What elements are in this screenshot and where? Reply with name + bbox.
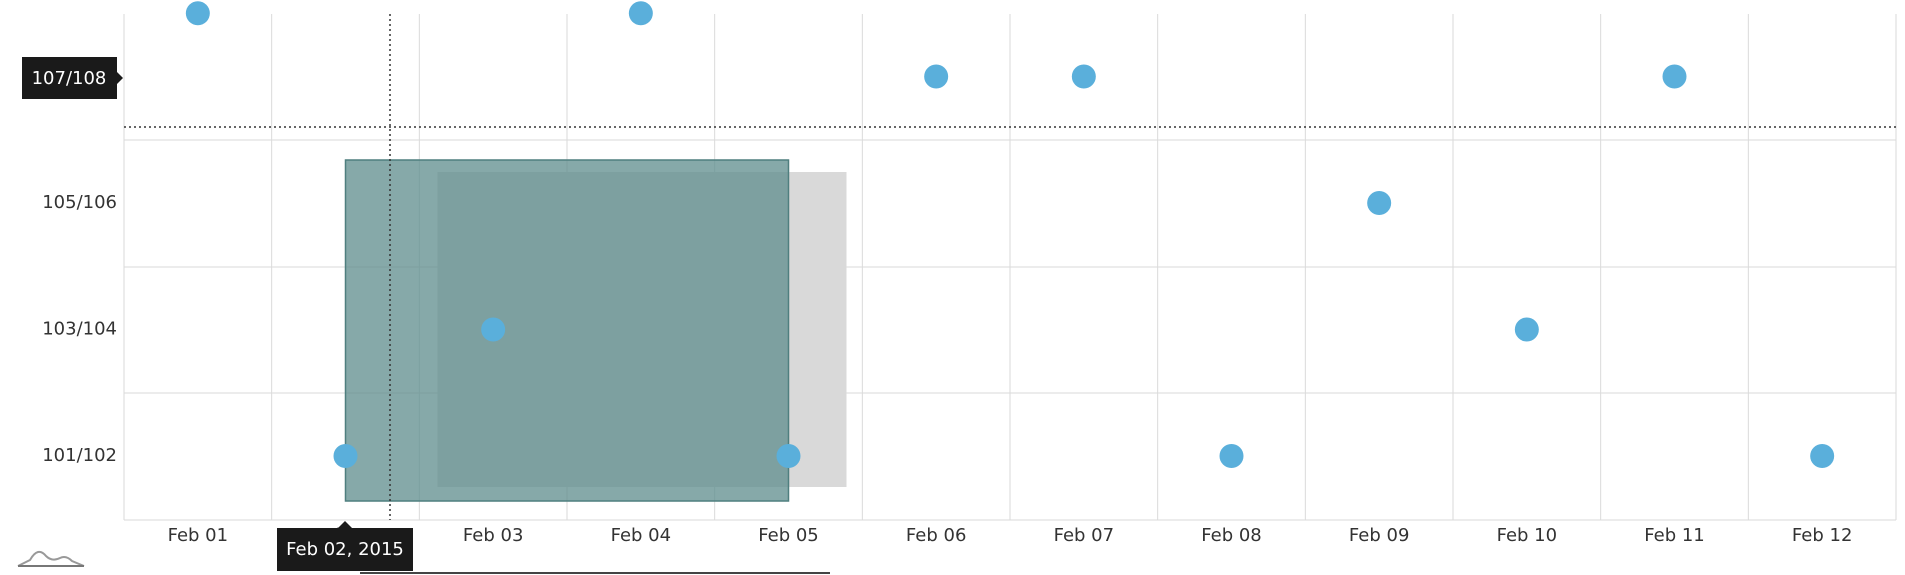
x-tick-label: Feb 01: [168, 525, 229, 546]
cursor-y-tooltip: 107/108: [22, 57, 123, 99]
zoom-selection[interactable]: [344, 159, 847, 502]
x-tick-label: Feb 10: [1497, 525, 1558, 546]
scrollbar[interactable]: [17, 550, 830, 574]
data-point[interactable]: [924, 64, 949, 89]
data-point[interactable]: [1810, 444, 1835, 468]
y-axis: 101/102 103/104 105/106: [42, 192, 117, 466]
cursor-x-tooltip: Feb 02, 2015: [277, 521, 413, 571]
data-point[interactable]: [1219, 444, 1244, 468]
x-tick-label: Feb 08: [1201, 525, 1262, 546]
x-tick-label: Feb 04: [611, 525, 672, 546]
x-tick-label: Feb 03: [463, 525, 524, 546]
y-tick-label: 101/102: [42, 445, 117, 466]
data-point[interactable]: [481, 317, 506, 342]
data-point[interactable]: [1514, 317, 1539, 342]
x-tick-label: Feb 09: [1349, 525, 1410, 546]
x-tick-label: Feb 06: [906, 525, 967, 546]
cursor-y-tooltip-label: 107/108: [32, 68, 107, 89]
x-tick-label: Feb 12: [1792, 525, 1853, 546]
mountain-chart-icon[interactable]: [17, 550, 85, 567]
cursor-x-tooltip-label: Feb 02, 2015: [286, 539, 404, 560]
cursor-x-tooltip-pointer: [338, 521, 352, 528]
selection-box[interactable]: [344, 159, 790, 502]
data-series: [185, 1, 1835, 468]
x-tick-label: Feb 11: [1644, 525, 1705, 546]
cursor-y-tooltip-box: [22, 57, 117, 99]
data-point[interactable]: [776, 444, 801, 468]
y-tick-label: 105/106: [42, 192, 117, 213]
plot-grid: [123, 14, 1897, 521]
chart-cursor: 107/108 Feb 02, 2015: [22, 14, 1896, 571]
data-point[interactable]: [1367, 191, 1392, 215]
data-point[interactable]: [628, 1, 653, 26]
cursor-x-tooltip-box: [277, 528, 413, 571]
data-point[interactable]: [1071, 64, 1096, 89]
data-point[interactable]: [1662, 64, 1687, 89]
cursor-y-tooltip-pointer: [117, 72, 123, 84]
x-tick-label: Feb 07: [1054, 525, 1115, 546]
y-tick-label: 103/104: [42, 319, 117, 340]
data-point[interactable]: [333, 444, 358, 468]
data-point[interactable]: [185, 1, 210, 26]
x-tick-label: Feb 05: [758, 525, 819, 546]
